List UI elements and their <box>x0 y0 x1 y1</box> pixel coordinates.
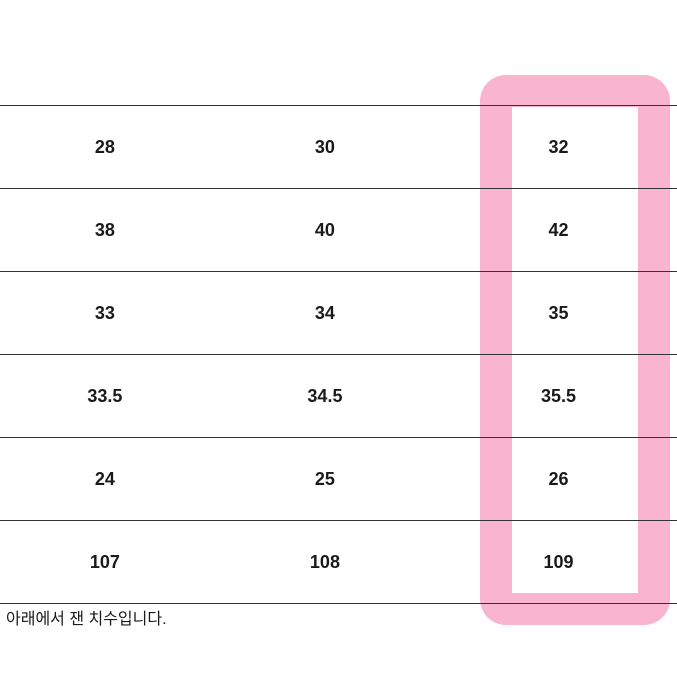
table-row: 242526 <box>0 438 677 521</box>
table-cell: 33 <box>0 272 210 355</box>
table-cell: 25 <box>210 438 440 521</box>
table-cell: 32 <box>440 106 677 189</box>
table-cell: 26 <box>440 438 677 521</box>
table-cell: 30 <box>210 106 440 189</box>
size-table-body: 28303238404233343533.534.535.52425261071… <box>0 106 677 604</box>
table-cell: 35 <box>440 272 677 355</box>
table-cell: 40 <box>210 189 440 272</box>
table-row: 384042 <box>0 189 677 272</box>
table-cell: 35.5 <box>440 355 677 438</box>
table-cell: 38 <box>0 189 210 272</box>
size-table-container: 28303238404233343533.534.535.52425261071… <box>0 105 677 604</box>
table-cell: 109 <box>440 521 677 604</box>
table-cell: 34.5 <box>210 355 440 438</box>
table-cell: 33.5 <box>0 355 210 438</box>
size-table: 28303238404233343533.534.535.52425261071… <box>0 105 677 604</box>
footer-note: 아래에서 잰 치수입니다. <box>6 605 167 629</box>
table-cell: 28 <box>0 106 210 189</box>
table-row: 283032 <box>0 106 677 189</box>
table-cell: 42 <box>440 189 677 272</box>
table-row: 33.534.535.5 <box>0 355 677 438</box>
table-row: 333435 <box>0 272 677 355</box>
table-cell: 34 <box>210 272 440 355</box>
table-row: 107108109 <box>0 521 677 604</box>
table-cell: 24 <box>0 438 210 521</box>
table-cell: 107 <box>0 521 210 604</box>
table-cell: 108 <box>210 521 440 604</box>
